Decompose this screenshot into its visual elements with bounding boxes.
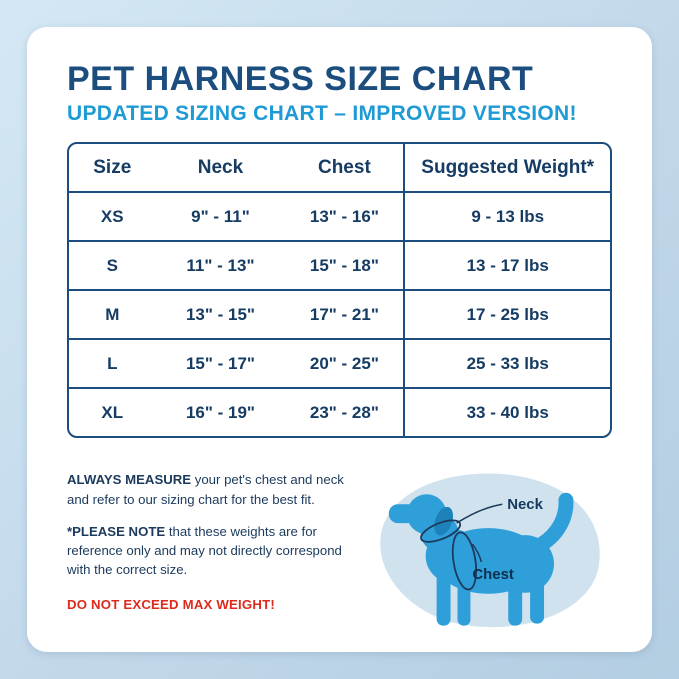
cell-weight: 9 - 13 lbs [403, 191, 610, 242]
dog-illustration: Neck Chest [380, 473, 601, 628]
dog-front-leg [436, 572, 451, 626]
page-title: PET HARNESS SIZE CHART [67, 60, 534, 98]
cell-weight: 13 - 17 lbs [403, 240, 610, 291]
dog-measurement-figure: Neck Chest [361, 464, 612, 636]
cell-weight: 25 - 33 lbs [403, 338, 610, 389]
measure-note-lead: ALWAYS MEASURE [67, 472, 192, 488]
table-header-row: Size Neck Chest Suggested Weight* [69, 144, 610, 193]
cell-size: M [69, 289, 156, 340]
column-header-weight: Suggested Weight* [403, 144, 610, 193]
chest-measure-loop [452, 531, 478, 591]
cell-size: S [69, 240, 156, 291]
cell-weight: 17 - 25 lbs [403, 289, 610, 340]
column-header-neck: Neck [197, 156, 244, 178]
size-chart-table-wrapper: Size Neck Chest Suggested Weight* XS 9" … [67, 142, 612, 439]
cell-neck: 13" - 15" [155, 289, 286, 340]
table-row: S 11" - 13" 15" - 18" 13 - 17 lbs [69, 240, 610, 291]
neck-measure-loop [420, 519, 462, 544]
table-row: L 15" - 17" 20" - 25" 25 - 33 lbs [69, 338, 610, 389]
measure-note: ALWAYS MEASURE your pet's chest and neck… [67, 470, 361, 508]
column-header-chest: Chest [317, 156, 371, 178]
cell-size: XL [69, 387, 156, 437]
cell-chest: 17" - 21" [285, 289, 405, 340]
cell-chest: 23" - 28" [285, 387, 405, 437]
notes-block: ALWAYS MEASURE your pet's chest and neck… [67, 464, 361, 614]
neck-leader-line [456, 503, 503, 525]
chest-label: Chest [473, 566, 514, 583]
chest-leader-line [472, 543, 483, 563]
cell-neck: 16" - 19" [155, 387, 286, 437]
dog-silhouette [389, 493, 574, 626]
please-note: *PLEASE NOTE that these weights are for … [67, 522, 361, 579]
dog-haunch [496, 535, 555, 594]
cell-neck: 11" - 13" [155, 240, 286, 291]
warning-text: DO NOT EXCEED MAX WEIGHT! [67, 597, 275, 613]
table-row: XS 9" - 11" 13" - 16" 9 - 13 lbs [69, 191, 610, 242]
size-chart-table: Size Neck Chest Suggested Weight* XS 9" … [69, 144, 610, 437]
measure-note-text: your pet's chest and neck and refer to o… [67, 472, 344, 507]
cell-neck: 9" - 11" [155, 191, 286, 242]
cell-neck: 15" - 17" [155, 338, 286, 389]
neck-label: Neck [508, 497, 544, 514]
cell-chest: 20" - 25" [285, 338, 405, 389]
bottom-section: ALWAYS MEASURE your pet's chest and neck… [67, 464, 612, 636]
please-note-lead: *PLEASE NOTE [67, 523, 166, 539]
column-header-size: Size [93, 156, 132, 178]
cell-size: XS [69, 191, 156, 242]
table-row: XL 16" - 19" 23" - 28" 33 - 40 lbs [69, 387, 610, 437]
cell-weight: 33 - 40 lbs [403, 387, 610, 437]
please-note-text: that these weights are for reference onl… [67, 523, 342, 577]
cell-chest: 13" - 16" [285, 191, 405, 242]
dog-muzzle [389, 504, 433, 524]
cell-size: L [69, 338, 156, 389]
cell-chest: 15" - 18" [285, 240, 405, 291]
dog-tail [534, 493, 574, 552]
infographic-card: PET HARNESS SIZE CHART UPDATED SIZING CH… [27, 27, 652, 652]
table-row: M 13" - 15" 17" - 21" 17 - 25 lbs [69, 289, 610, 340]
page-subtitle: UPDATED SIZING CHART – IMPROVED VERSION! [67, 102, 577, 126]
